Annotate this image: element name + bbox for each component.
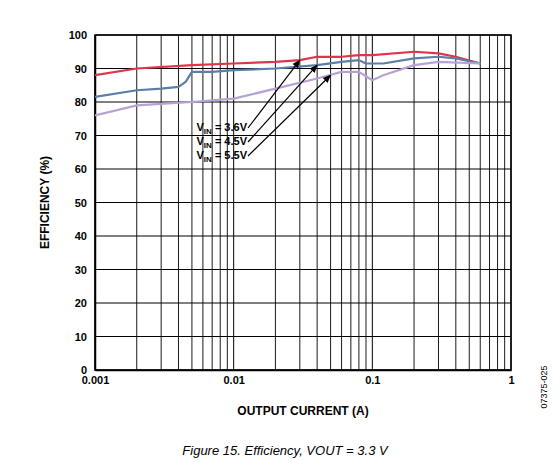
y-tick: 60: [75, 163, 95, 175]
annotation-label: VIN = 3.6V: [196, 121, 247, 136]
x-tick: 1: [508, 370, 514, 386]
y-tick: 70: [75, 130, 95, 142]
annotation-arrow: [248, 65, 317, 142]
grid: [95, 35, 511, 370]
annotation-label: VIN = 4.5V: [196, 135, 247, 150]
y-axis-title: EFFICIENCY (%): [38, 156, 52, 249]
y-tick: 10: [75, 331, 95, 343]
y-tick-label: 20: [75, 297, 87, 309]
y-tick-label: 30: [75, 264, 87, 276]
y-tick: 40: [75, 230, 95, 242]
y-axis: 0 10 20 30 40 50 60 70 80 90 100: [69, 29, 96, 376]
y-tick: 30: [75, 264, 95, 276]
chart: 0.0010.010.110102030405060708090100VIN =…: [0, 0, 560, 469]
plot-area: [95, 52, 480, 116]
annotation-arrow: [248, 75, 331, 156]
y-tick: 80: [75, 96, 95, 108]
annotations: VIN = 3.6VVIN = 4.5VVIN = 5.5V: [196, 60, 330, 164]
y-tick: 100: [69, 29, 95, 41]
x-tick-label: 0.01: [223, 374, 244, 386]
plot-frame: [95, 35, 511, 370]
y-tick-label: 60: [75, 163, 87, 175]
y-grid-line: [95, 303, 511, 304]
side-note: 07375-025: [539, 365, 549, 408]
y-tick-label: 50: [75, 197, 87, 209]
series-line: [95, 62, 480, 116]
x-tick-label: 0.1: [365, 374, 380, 386]
y-tick-label: 0: [81, 364, 87, 376]
caption: Figure 15. Efficiency, VOUT = 3.3 V: [182, 443, 389, 458]
y-tick: 90: [75, 63, 95, 75]
y-tick-label: 40: [75, 230, 87, 242]
x-tick: 0.01: [223, 370, 244, 386]
y-tick-label: 80: [75, 96, 87, 108]
y-tick: 50: [75, 197, 95, 209]
y-tick-label: 90: [75, 63, 87, 75]
y-tick-label: 10: [75, 331, 87, 343]
y-tick-label: 100: [69, 29, 87, 41]
x-axis: 0.0010.010.11: [82, 370, 515, 386]
y-tick-label: 70: [75, 130, 87, 142]
y-tick: 0: [81, 364, 95, 376]
y-grid-line: [95, 336, 511, 337]
y-tick: 20: [75, 297, 95, 309]
annotation-label: VIN = 5.5V: [196, 149, 247, 164]
y-grid-line: [95, 135, 511, 136]
x-axis-title: OUTPUT CURRENT (A): [237, 404, 368, 418]
y-grid-line: [95, 169, 511, 170]
y-grid-line: [95, 236, 511, 237]
x-tick: 0.1: [365, 370, 380, 386]
y-grid-line: [95, 202, 511, 203]
y-grid-line: [95, 269, 511, 270]
annotation-arrow: [248, 60, 300, 128]
x-tick-label: 1: [508, 374, 514, 386]
